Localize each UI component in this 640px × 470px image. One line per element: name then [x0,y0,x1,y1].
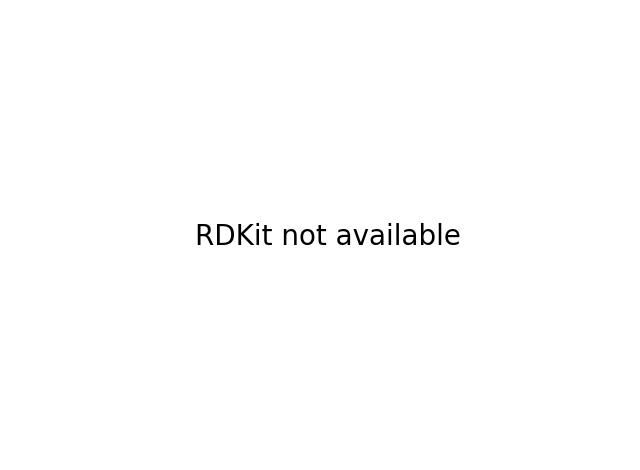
Text: RDKit not available: RDKit not available [195,223,461,251]
